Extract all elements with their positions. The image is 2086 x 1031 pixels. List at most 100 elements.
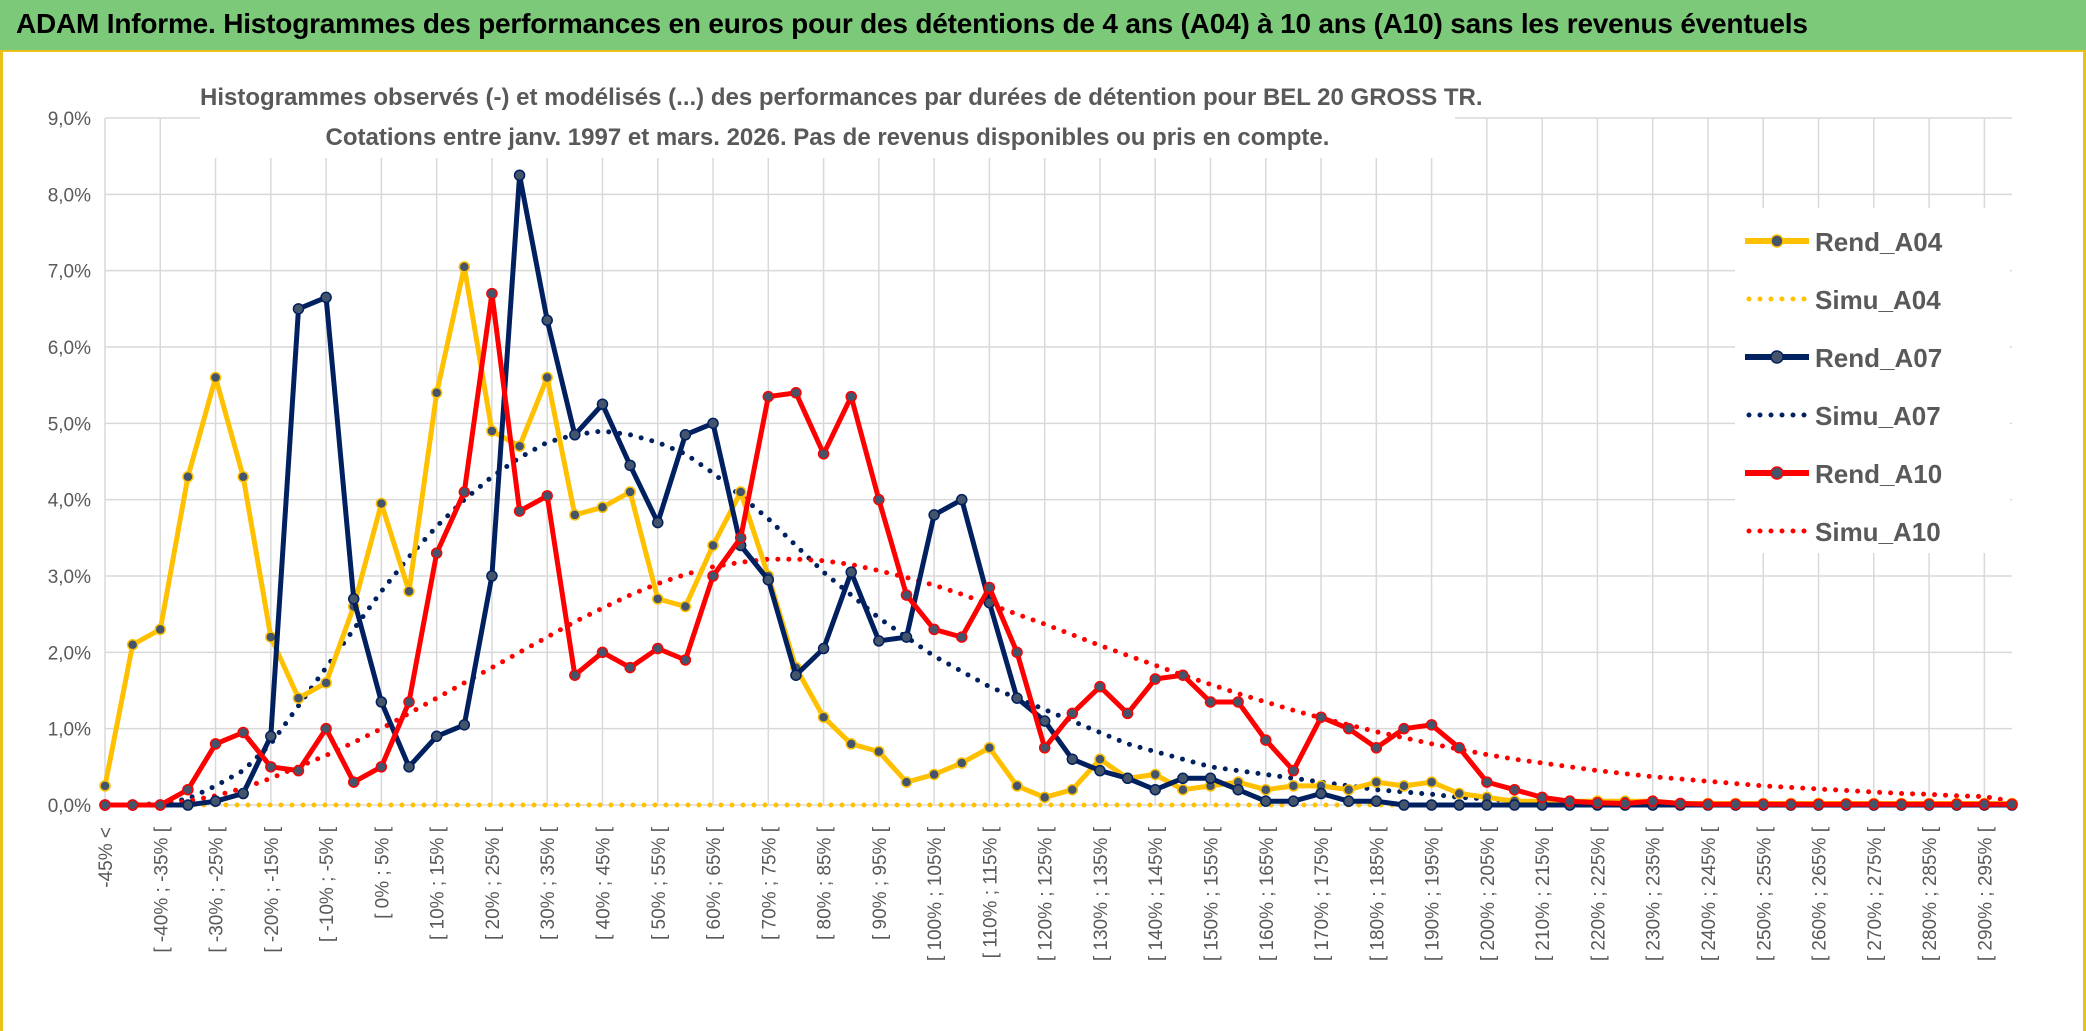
data-point-rend-a04 <box>403 585 415 598</box>
report-title: ADAM Informe. Histogrammes des performan… <box>16 8 1808 39</box>
data-point-rend-a07 <box>1508 799 1521 811</box>
data-point-rend-a07 <box>817 642 830 655</box>
data-point-rend-a07 <box>1149 783 1161 796</box>
legend-swatch-rend-a07 <box>1745 350 1809 364</box>
x-tick-label: [ 80% ; 85% [ <box>815 826 836 940</box>
data-point-rend-a04 <box>956 757 968 769</box>
data-point-rend-a10 <box>1011 646 1023 659</box>
data-point-rend-a10 <box>569 669 581 681</box>
data-point-rend-a10 <box>1619 797 1631 810</box>
data-point-rend-a07 <box>1066 753 1079 765</box>
data-point-rend-a07 <box>1287 795 1300 807</box>
data-point-rend-a07 <box>182 799 194 811</box>
data-point-rend-a10 <box>873 493 885 506</box>
legend-swatch-simu-a07 <box>1746 412 1808 418</box>
x-tick-label: [ 110% ; 115% [ <box>980 826 1001 958</box>
data-point-rend-a10 <box>652 642 664 655</box>
data-point-rend-a10 <box>845 390 857 403</box>
y-tick-label: 3,0% <box>48 567 91 588</box>
legend-swatch-simu-a10 <box>1746 528 1808 534</box>
x-tick-label: [ 270% ; 275% [ <box>1865 826 1886 961</box>
data-point-rend-a07 <box>1038 715 1051 727</box>
x-tick-label: [ 170% ; 175% [ <box>1312 826 1333 961</box>
data-point-rend-a04 <box>1177 783 1189 796</box>
data-point-rend-a04 <box>1287 780 1300 792</box>
data-point-rend-a07 <box>1453 799 1465 811</box>
data-point-rend-a10 <box>1232 696 1244 708</box>
data-point-rend-a04 <box>513 440 526 452</box>
data-point-rend-a04 <box>1342 783 1355 796</box>
legend-label-rend-a10: Rend_A10 <box>1815 459 1943 489</box>
data-point-rend-a10 <box>1398 722 1410 735</box>
data-point-rend-a07 <box>1315 787 1327 800</box>
data-point-rend-a04 <box>320 677 332 689</box>
data-point-rend-a07 <box>1121 772 1134 785</box>
data-point-rend-a10 <box>154 799 167 811</box>
data-point-rend-a07 <box>430 730 443 743</box>
data-point-rend-a07 <box>1232 783 1244 796</box>
x-tick-label: [ 160% ; 165% [ <box>1257 826 1278 961</box>
data-point-rend-a07 <box>486 570 498 582</box>
data-point-rend-a04 <box>652 593 664 605</box>
y-tick-label: 8,0% <box>48 185 91 206</box>
data-point-rend-a07 <box>1370 795 1383 807</box>
data-point-rend-a10 <box>1453 742 1465 754</box>
data-point-rend-a04 <box>734 486 747 498</box>
x-tick-label: [ 290% ; 295% [ <box>1975 826 1996 961</box>
data-point-rend-a10 <box>1342 722 1355 735</box>
data-point-rend-a07 <box>1481 799 1493 811</box>
data-point-rend-a04 <box>569 509 581 521</box>
x-tick-label: [ 70% ; 75% [ <box>759 826 780 940</box>
data-point-rend-a10 <box>1536 791 1548 804</box>
data-point-rend-a04 <box>541 371 553 384</box>
data-point-rend-a04 <box>596 501 609 514</box>
x-tick-label: [ 250% ; 255% [ <box>1754 826 1775 961</box>
x-tick-label: [ 20% ; 25% [ <box>483 826 504 940</box>
data-point-rend-a10 <box>900 589 913 601</box>
data-point-rend-a04 <box>1038 791 1051 804</box>
legend-item-simu-a07: Simu_A07 <box>1743 400 2013 431</box>
data-point-rend-a04 <box>237 471 249 483</box>
data-point-rend-a10 <box>403 696 415 708</box>
data-point-rend-a10 <box>375 761 388 773</box>
data-point-rend-a07 <box>375 696 388 708</box>
data-point-rend-a10 <box>1508 783 1521 796</box>
y-tick-label: 4,0% <box>48 491 91 512</box>
data-point-rend-a10 <box>1370 742 1383 754</box>
data-point-rend-a07 <box>679 429 692 441</box>
data-point-rend-a04 <box>983 742 996 754</box>
data-point-rend-a10 <box>1315 711 1327 723</box>
data-point-rend-a10 <box>596 646 609 659</box>
legend-swatch-rend-a10 <box>1745 466 1809 480</box>
data-point-rend-a10 <box>762 390 775 403</box>
series-line-rend-a07 <box>105 172 2012 808</box>
data-point-rend-a10 <box>1812 798 1825 810</box>
data-point-rend-a10 <box>817 448 830 460</box>
data-point-rend-a04 <box>1453 787 1465 800</box>
data-point-rend-a07 <box>900 631 913 643</box>
legend-item-simu-a10: Simu_A10 <box>1743 516 2013 547</box>
chart-subtitle: Cotations entre janv. 1997 et mars. 2026… <box>325 124 1330 151</box>
data-point-rend-a04 <box>1398 780 1410 792</box>
data-point-rend-a10 <box>707 570 719 582</box>
x-tick-label: [ 240% ; 245% [ <box>1699 826 1720 961</box>
y-tick-label: 0,0% <box>48 796 91 817</box>
data-point-rend-a10 <box>983 581 996 594</box>
series-line-rend-a10 <box>105 291 2012 808</box>
data-point-rend-a04 <box>182 471 194 483</box>
y-tick-label: 2,0% <box>48 643 91 664</box>
data-point-rend-a04 <box>817 711 830 723</box>
data-point-rend-a07 <box>790 669 802 681</box>
data-point-rend-a10 <box>1287 764 1300 777</box>
legend-swatch-rend-a04 <box>1745 234 1809 248</box>
y-tick-label: 1,0% <box>48 720 91 741</box>
data-point-rend-a07 <box>1398 799 1410 811</box>
x-tick-label: [ 210% ; 215% [ <box>1533 826 1554 961</box>
data-point-rend-a10 <box>182 783 194 796</box>
data-point-rend-a04 <box>624 486 636 498</box>
legend-label-rend-a04: Rend_A04 <box>1815 227 1943 257</box>
y-tick-label: 6,0% <box>48 338 91 359</box>
data-point-rend-a04 <box>458 261 471 273</box>
data-point-rend-a07 <box>1094 764 1106 777</box>
data-point-rend-a04 <box>209 371 222 384</box>
